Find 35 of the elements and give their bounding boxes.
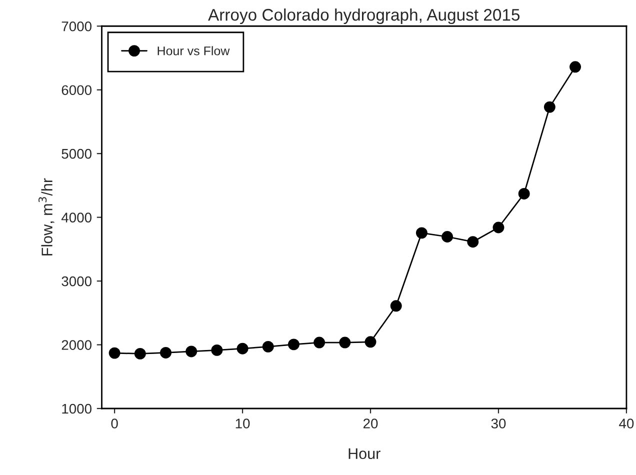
x-tick-label: 40 [619,418,634,428]
x-axis-title: Hour [348,448,380,460]
y-tick-label: 3000 [62,276,92,286]
chart-title: Arroyo Colorado hydrograph, August 2015 [208,8,520,24]
point [544,101,556,113]
point [492,222,504,234]
point [339,336,351,348]
x-tick-label: 0 [111,418,118,428]
x-tick-label: 30 [491,418,506,428]
point [518,188,530,200]
y-tick-label: 2000 [62,340,92,350]
y-tick-label: 5000 [62,148,92,159]
point [364,336,376,348]
point [570,61,581,73]
point [416,227,428,239]
legend-label: Hour vs Flow [158,46,230,56]
y-tick-label: 7000 [62,21,92,32]
y-axis-title: Flow, m$^{3}$/hr [38,178,54,256]
point [442,231,454,242]
point [288,338,300,350]
x-tick-label: 20 [363,418,378,428]
point [134,348,146,360]
point [314,336,326,348]
y-tick-label: 6000 [62,85,92,96]
point [236,342,248,354]
point [160,347,172,358]
x-tick-label: 10 [236,418,250,428]
point [211,344,223,356]
point [186,346,198,358]
y-tick-label: 1000 [62,404,92,414]
y-tick-label: 4000 [61,212,92,222]
point [390,300,402,312]
point [108,347,120,359]
point [262,340,274,352]
point [467,236,479,248]
